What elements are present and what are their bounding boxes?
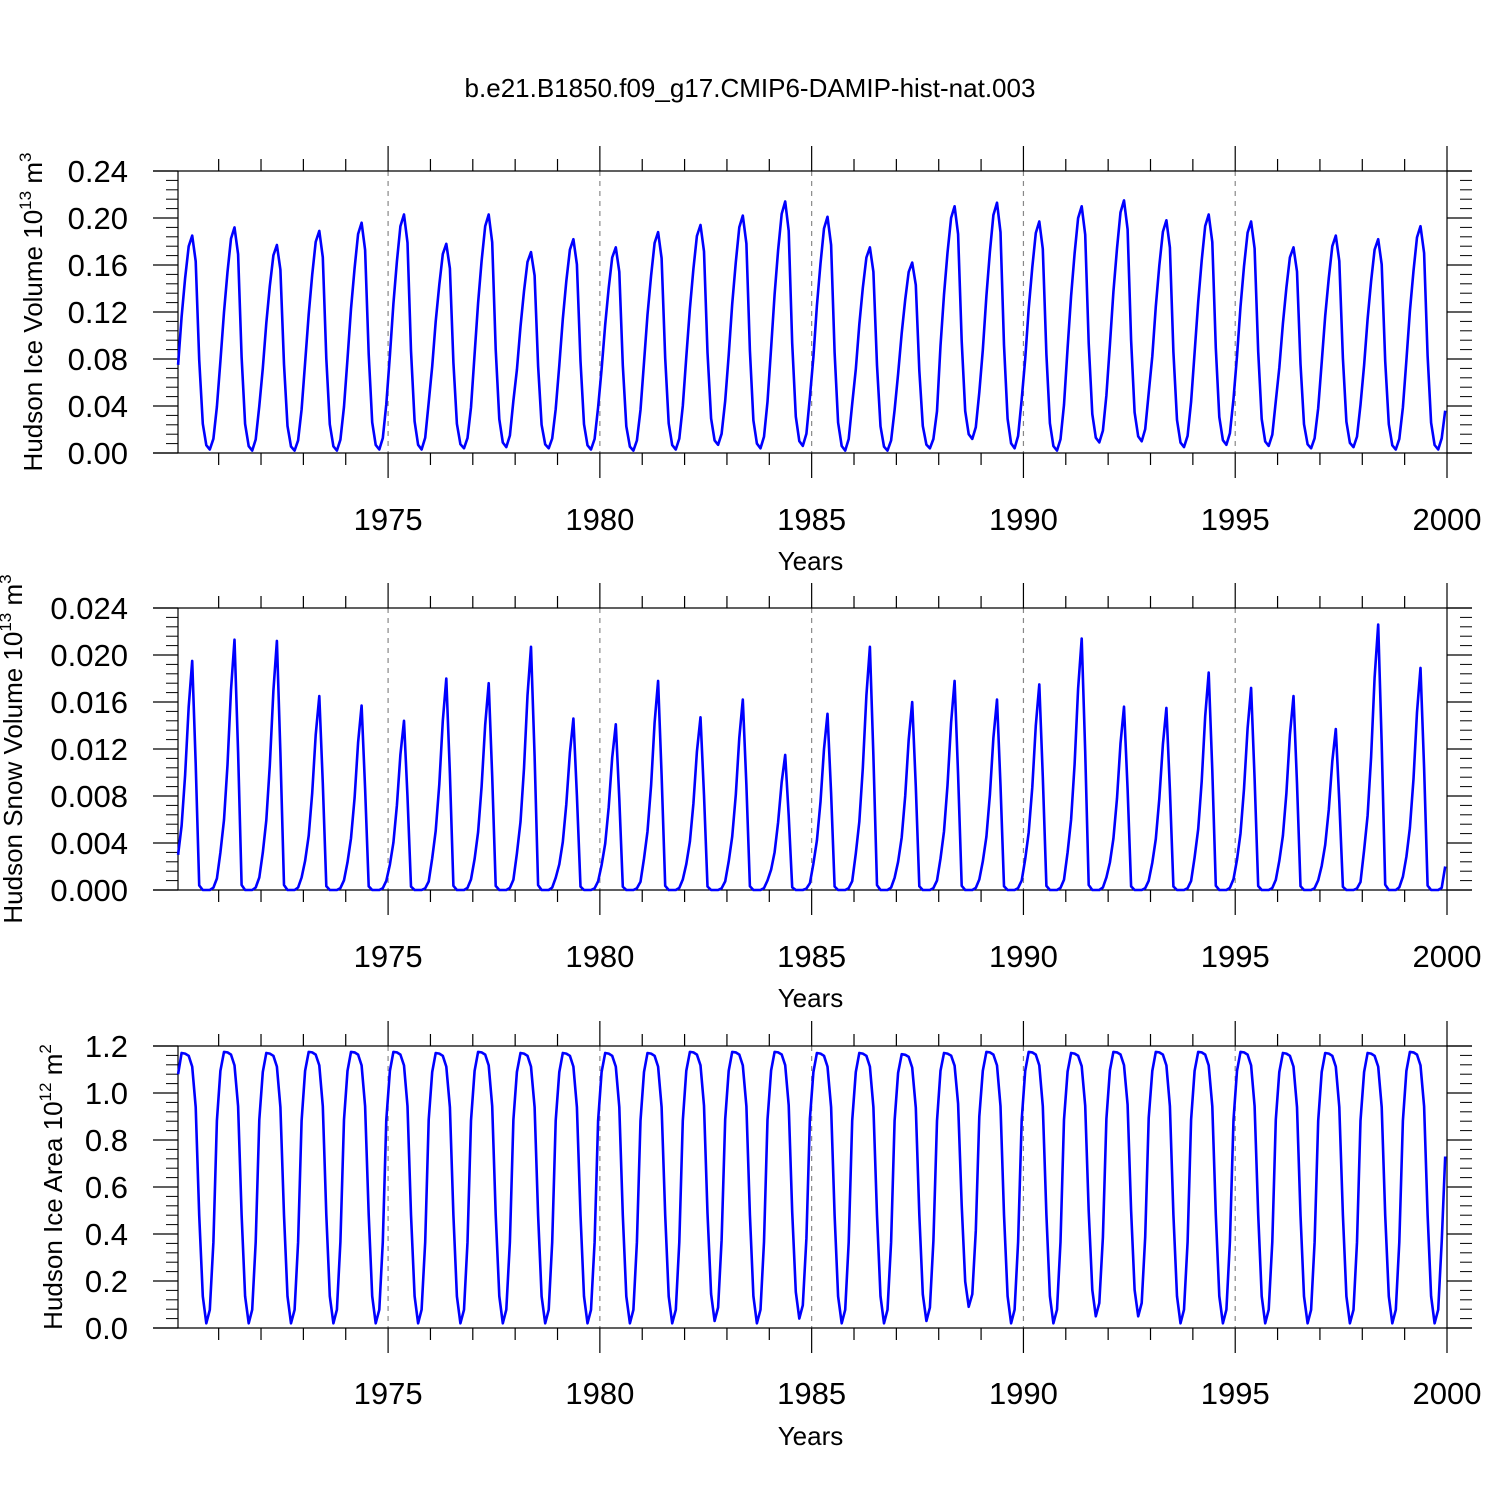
y-tick-label: 0.012 [50, 732, 128, 767]
y-tick-label: 1.2 [85, 1029, 128, 1064]
y-tick-label: 0.020 [50, 638, 128, 673]
x-tick-label: 1985 [777, 502, 846, 537]
y-tick-label: 0.0 [85, 1311, 128, 1346]
x-tick-label: 1975 [354, 939, 423, 974]
y-tick-label: 0.024 [50, 591, 128, 626]
y-tick-label: 0.24 [68, 154, 128, 189]
y-tick-label: 0.16 [68, 248, 128, 283]
series-line [176, 199, 1447, 452]
x-tick-label: 1990 [989, 502, 1058, 537]
y-tick-label: 0.6 [85, 1170, 128, 1205]
series-line [176, 1050, 1447, 1325]
panel-area: 0.0 0.2 0.4 0.6 0.8 1.0 1.2 1975 1980 1985 1990 199… [36, 1021, 1481, 1451]
y-axis-label: Hudson Snow Volume 1013 m3 [0, 574, 28, 923]
y-tick-label: 0.08 [68, 342, 128, 377]
x-tick-label: 2000 [1413, 1376, 1482, 1411]
y-tick-label: 0.004 [50, 826, 128, 861]
x-tick-label: 1980 [565, 502, 634, 537]
panel-ice: 0.00 0.04 0.08 0.12 0.16 0.20 0.24 1975 1980 1985… [16, 146, 1481, 576]
x-tick-label: 1995 [1201, 1376, 1270, 1411]
x-tick-label: 1995 [1201, 502, 1270, 537]
y-tick-label: 0.008 [50, 779, 128, 814]
figure-title: b.e21.B1850.f09_g17.CMIP6-DAMIP-hist-nat… [465, 73, 1036, 103]
panel-snow: 0.000 0.004 0.008 0.012 0.016 0.020 0.024 1975 1… [0, 574, 1481, 1013]
x-tick-label: 1980 [565, 939, 634, 974]
x-tick-label: 1975 [354, 502, 423, 537]
x-tick-label: 1995 [1201, 939, 1270, 974]
y-tick-label: 0.8 [85, 1123, 128, 1158]
x-tick-label: 1980 [565, 1376, 634, 1411]
x-tick-label: 2000 [1413, 939, 1482, 974]
y-tick-label: 0.016 [50, 685, 128, 720]
x-axis-label: Years [778, 546, 844, 576]
y-tick-label: 0.4 [85, 1217, 128, 1252]
x-tick-label: 1985 [777, 1376, 846, 1411]
x-axis-label: Years [778, 983, 844, 1013]
y-tick-label: 0.04 [68, 389, 128, 424]
x-tick-label: 1990 [989, 1376, 1058, 1411]
y-tick-label: 0.000 [50, 873, 128, 908]
y-tick-label: 1.0 [85, 1076, 128, 1111]
series-line [176, 623, 1447, 892]
x-tick-label: 1990 [989, 939, 1058, 974]
y-axis-label: Hudson Ice Area 1012 m2 [36, 1044, 68, 1330]
y-axis-label: Hudson Ice Volume 1013 m3 [16, 153, 48, 472]
x-tick-label: 2000 [1413, 502, 1482, 537]
y-tick-label: 0.2 [85, 1264, 128, 1299]
y-tick-label: 0.20 [68, 201, 128, 236]
y-tick-label: 0.00 [68, 436, 128, 471]
x-tick-label: 1985 [777, 939, 846, 974]
x-axis-label: Years [778, 1421, 844, 1451]
y-tick-label: 0.12 [68, 295, 128, 330]
x-tick-label: 1975 [354, 1376, 423, 1411]
